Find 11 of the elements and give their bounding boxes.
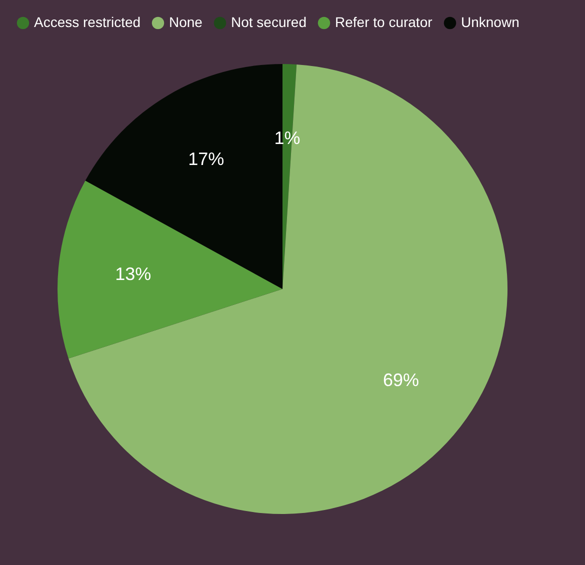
pie-slice (68, 64, 508, 514)
data-label: 13% (115, 264, 152, 284)
data-label: 1% (274, 128, 300, 148)
data-label: 17% (188, 148, 224, 169)
legend-label: Unknown (461, 14, 520, 30)
data-label: 69% (383, 370, 420, 390)
legend-label: Refer to curator (335, 14, 433, 30)
legend-label: Access restricted (34, 14, 141, 30)
legend-label: Not secured (231, 14, 306, 30)
legend-label: None (169, 14, 203, 30)
pie-slice (58, 180, 282, 359)
